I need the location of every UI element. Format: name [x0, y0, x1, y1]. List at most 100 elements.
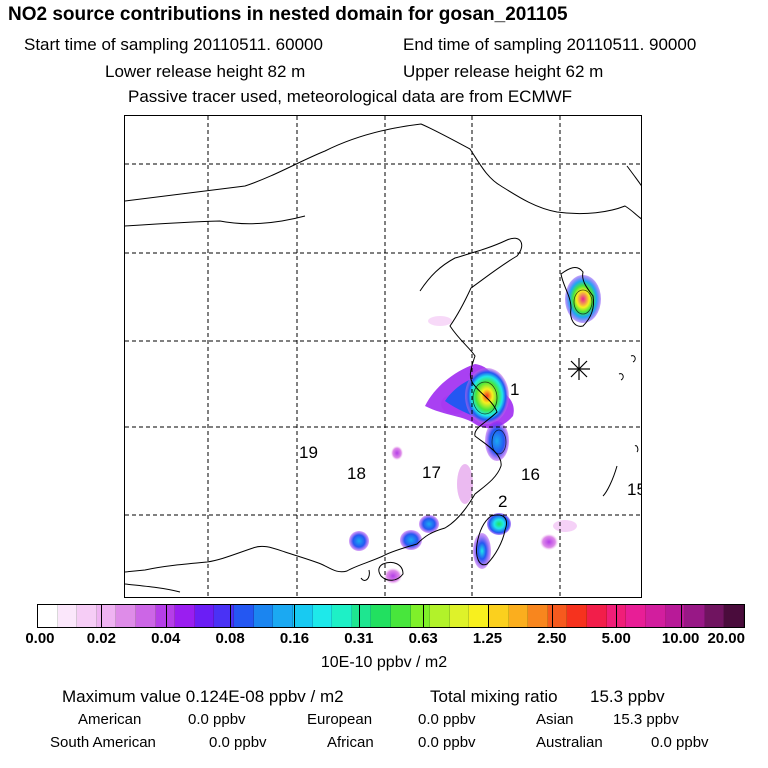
colorbar-divider — [165, 604, 167, 628]
colorbar-tick-label: 2.50 — [537, 630, 567, 647]
tracer-note: Passive tracer used, meteorological data… — [128, 87, 573, 106]
colorbar-segment — [547, 605, 568, 627]
colorbar-segment — [136, 605, 156, 627]
colorbar-segment — [704, 605, 725, 627]
plume-taiwan — [473, 533, 491, 569]
colorbar-divider — [680, 604, 682, 628]
max-value: Maximum value 0.124E-08 ppbv / m2 — [62, 687, 344, 706]
faint-plume — [457, 464, 473, 504]
total-mixing-value: 15.3 ppbv — [590, 687, 665, 706]
colorbar-segment — [645, 605, 666, 627]
contour-lines — [472, 289, 593, 455]
colorbar-segment — [508, 605, 529, 627]
region-label: 17 — [422, 463, 441, 482]
lat-lon-grid — [125, 116, 641, 597]
region-label: 16 — [521, 465, 540, 484]
european-label: European — [307, 711, 373, 728]
colorbar-segment — [77, 605, 97, 627]
colorbar-segment — [449, 605, 470, 627]
colorbar-segment — [351, 605, 372, 627]
hotspot-1 — [465, 368, 509, 424]
colorbar-segment — [253, 605, 274, 627]
colorbar-divider — [616, 604, 618, 628]
colorbar-divider — [423, 604, 425, 628]
african-value: 0.0 ppbv — [418, 734, 476, 751]
receptor-star-icon — [568, 358, 590, 380]
american-value: 0.0 ppbv — [188, 711, 246, 728]
end-time: End time of sampling 20110511. 90000 — [403, 35, 697, 54]
colorbar-segment — [430, 605, 450, 627]
asian-value: 15.3 ppbv — [613, 711, 679, 728]
colorbar-segment — [155, 605, 176, 627]
colorbar-segment — [273, 605, 293, 627]
colorbar-segment — [410, 605, 431, 627]
map-canvas: 1 2 15 16 17 18 19 — [125, 116, 642, 597]
plume-south-china — [419, 515, 439, 533]
colorbar-tick-label: 0.02 — [86, 630, 116, 647]
australian-label: Australian — [536, 734, 603, 751]
colorbar-segment — [312, 605, 333, 627]
colorbar-tick-label: 20.00 — [707, 630, 745, 647]
colorbar-tick-label: 0.63 — [408, 630, 438, 647]
colorbar-units: 10E-10 ppbv / m2 — [320, 654, 448, 671]
faint-plume — [553, 520, 577, 532]
colorbar-tick-label: 0.31 — [344, 630, 374, 647]
region-label: 18 — [347, 464, 366, 483]
colorbar-tick-label: 10.00 — [661, 630, 700, 647]
colorbar-tick-label: 0.08 — [215, 630, 245, 647]
colorbar-segment — [57, 605, 78, 627]
colorbar-divider — [487, 604, 489, 628]
region-label: 15 — [627, 480, 642, 499]
australian-value: 0.0 ppbv — [651, 734, 709, 751]
colorbar-segment — [626, 605, 646, 627]
south-american-label: South American — [50, 734, 156, 751]
colorbar-segment — [469, 605, 490, 627]
colorbar-segment — [685, 605, 705, 627]
african-label: African — [327, 734, 374, 751]
south-american-value: 0.0 ppbv — [209, 734, 267, 751]
colorbar-tick-label: 1.25 — [472, 630, 503, 647]
colorbar-divider — [551, 604, 553, 628]
colorbar-tick-label: 0.00 — [25, 630, 55, 647]
plume-luzon-strait — [540, 534, 558, 550]
plume-south-china — [400, 530, 422, 550]
colorbar-segment — [234, 605, 254, 627]
colorbar-segment — [175, 605, 195, 627]
colorbar-segment — [194, 605, 215, 627]
colorbar-segment — [567, 605, 588, 627]
faint-plume — [428, 316, 452, 326]
european-value: 0.0 ppbv — [418, 711, 476, 728]
colorbar-segment — [292, 605, 313, 627]
colorbar-divider — [294, 604, 296, 628]
figure-title: NO2 source contributions in nested domai… — [8, 4, 568, 25]
upper-release-height: Upper release height 62 m — [403, 62, 604, 81]
plume-hainan — [384, 568, 402, 584]
colorbar-tick-label: 0.16 — [279, 630, 310, 647]
region-label: 1 — [510, 380, 519, 399]
region-label: 2 — [498, 492, 507, 511]
colorbar-segment — [665, 605, 686, 627]
total-mixing-label: Total mixing ratio — [430, 687, 558, 706]
coastlines — [125, 123, 641, 593]
colorbar-segment — [96, 605, 117, 627]
colorbar-segment — [489, 605, 509, 627]
asian-label: Asian — [536, 711, 574, 728]
colorbar-divider — [101, 604, 103, 628]
colorbar-tick-label: 5.00 — [601, 630, 631, 647]
plume-inland — [391, 446, 403, 460]
lower-release-height: Lower release height 82 m — [105, 62, 306, 81]
colorbar-segment — [38, 605, 58, 627]
colorbar-segment — [724, 605, 744, 627]
plume-hong-kong — [349, 531, 369, 551]
colorbar-segment — [371, 605, 391, 627]
colorbar-segment — [116, 605, 137, 627]
colorbar-divider — [358, 604, 360, 628]
plume-shanghai — [485, 421, 509, 461]
colorbar-segment — [332, 605, 352, 627]
region-label: 19 — [299, 443, 318, 462]
colorbar-segment — [214, 605, 235, 627]
american-label: American — [78, 711, 142, 728]
colorbar-segment — [390, 605, 411, 627]
colorbar-segment — [587, 605, 607, 627]
concentration-map: 1 2 15 16 17 18 19 — [124, 115, 642, 598]
